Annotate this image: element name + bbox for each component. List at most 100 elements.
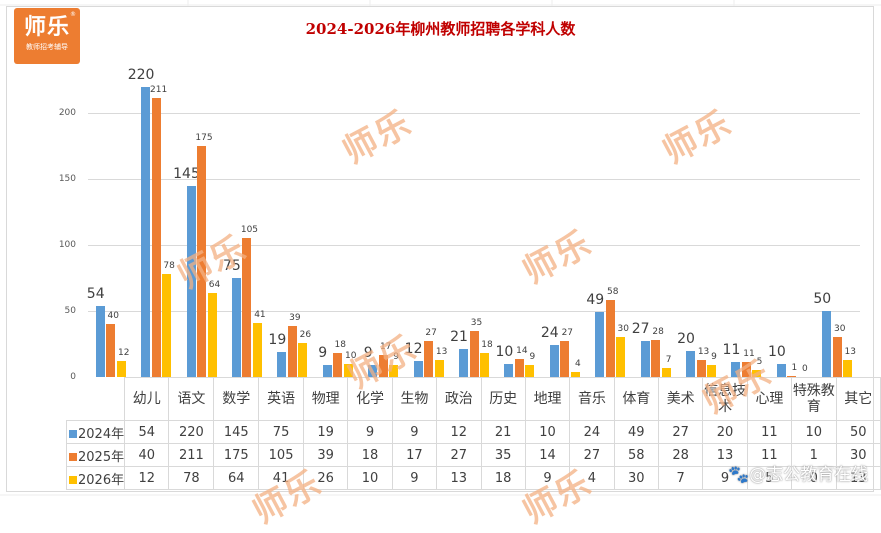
data-label: 40	[107, 311, 119, 322]
y-tick-label: 100	[58, 240, 76, 250]
bar-2024年-信息技术	[686, 350, 696, 377]
legend-key: 2026年	[65, 466, 126, 490]
registered-mark: ®	[70, 11, 76, 18]
category-header: 政治	[436, 377, 482, 421]
table-cell: 35	[480, 443, 526, 467]
data-table: 幼儿 语文 数学 英语 物理 化学 生物 政治 历史 地理 音乐 体育 美术 信息技术心理 特殊教育其它 20…	[65, 377, 881, 490]
data-label: 21	[450, 329, 468, 346]
data-label: 26	[299, 329, 312, 340]
bar-2025年-历史	[469, 330, 479, 377]
logo-text: 师乐	[23, 15, 70, 40]
data-label: 54	[86, 285, 105, 302]
bar-2026年-生物	[389, 365, 399, 377]
table-cell: 10	[347, 466, 393, 490]
data-label: 49	[586, 292, 605, 309]
data-label: 39	[289, 312, 301, 323]
gridline	[88, 179, 860, 180]
data-label: 18	[334, 340, 346, 351]
category-header: 特殊教育	[791, 377, 837, 421]
bar-2025年-化学	[333, 353, 343, 377]
bar-2026年-历史	[480, 353, 489, 377]
category-header: 体育	[613, 377, 660, 421]
data-label: 9	[529, 352, 536, 363]
bar-2026年-信息技术	[707, 365, 717, 377]
gridline	[88, 311, 860, 312]
y-tick-label: 0	[70, 372, 76, 382]
data-label: 175	[195, 133, 213, 143]
bar-2024年-物理	[277, 351, 287, 377]
table-cell: 54	[124, 420, 170, 444]
category-header: 心理	[746, 377, 793, 421]
legend-swatch	[69, 452, 77, 461]
data-label: 5	[756, 357, 763, 368]
bar-2024年-数学	[186, 185, 196, 377]
data-label: 58	[607, 287, 619, 298]
category-header: 生物	[391, 377, 438, 421]
data-label: 30	[617, 324, 629, 335]
table-cell: 105	[258, 443, 304, 467]
table-cell: 27	[436, 443, 482, 467]
data-label: 24	[540, 325, 559, 342]
bar-2025年-物理	[287, 325, 297, 377]
data-label: 0	[802, 364, 808, 374]
source-credit: 🐾@志公教育在线	[728, 465, 869, 485]
bar-2026年-化学	[343, 363, 353, 377]
table-cell: 50	[835, 420, 881, 444]
bar-2026年-体育	[616, 337, 626, 377]
bar-2025年-数学	[197, 146, 207, 377]
bar-2025年-信息技术	[696, 359, 706, 377]
data-label: 9	[711, 352, 717, 363]
table-cell: 145	[213, 420, 260, 444]
table-cell: 10	[524, 420, 571, 444]
table-row: 2026年 12 78 64 41 26 10 9 13 18 9 4 30 7 9 5 0 13	[65, 466, 881, 490]
data-label: 27	[561, 328, 574, 339]
table-row: 2024年 54 220 145 75 19 9 9 12 21 10 24 49 27 20 11 10 50	[65, 420, 881, 444]
category-header: 数学	[213, 377, 260, 421]
data-label: 7	[665, 354, 672, 365]
bar-2024年-体育	[595, 312, 605, 377]
data-label: 35	[470, 317, 483, 328]
bar-2026年-英语	[252, 322, 262, 377]
bar-2025年-英语	[242, 238, 252, 377]
bar-2025年-幼儿	[106, 324, 116, 377]
bar-2024年-特殊教育	[776, 363, 786, 377]
table-cell: 9	[391, 420, 438, 444]
bar-2024年-政治	[413, 361, 423, 377]
legend-key: 2025年	[65, 443, 126, 467]
table-cell: 4	[569, 466, 615, 490]
table-cell: 75	[258, 420, 304, 444]
bar-2026年-音乐	[570, 371, 580, 377]
table-cell: 9	[347, 420, 393, 444]
category-header: 其它	[835, 377, 881, 421]
category-header: 音乐	[569, 377, 615, 421]
bar-2026年-地理	[525, 365, 535, 377]
bar-2024年-英语	[231, 278, 241, 377]
table-cell: 24	[569, 420, 615, 444]
table-row: 2025年 40 211 175 105 39 18 17 27 35 14 27 58 28 13 11 1 3…	[65, 443, 881, 467]
bar-2025年-语文	[151, 98, 161, 377]
data-label: 19	[268, 331, 287, 348]
data-label: 14	[516, 345, 528, 356]
category-header: 地理	[524, 377, 571, 421]
data-label: 75	[223, 258, 241, 274]
table-cell: 17	[391, 443, 438, 467]
category-header: 历史	[480, 377, 526, 421]
table-cell: 78	[168, 466, 215, 490]
table-cell: 39	[302, 443, 349, 467]
category-header: 化学	[347, 377, 393, 421]
data-label: 11	[743, 349, 755, 360]
table-cell: 58	[613, 443, 660, 467]
bar-2025年-体育	[605, 300, 615, 377]
bar-2025年-心理	[741, 362, 751, 377]
bar-2024年-地理	[504, 363, 514, 377]
table-cell: 49	[613, 420, 660, 444]
table-cell: 175	[213, 443, 260, 467]
data-label: 211	[150, 85, 168, 96]
data-label: 13	[844, 346, 857, 357]
brand-logo: ® 师乐 教师招考辅导	[14, 8, 80, 64]
table-corner	[66, 377, 126, 421]
table-cell: 41	[258, 466, 304, 490]
gridline	[88, 245, 860, 246]
data-label: 105	[240, 225, 259, 236]
data-label: 28	[652, 327, 664, 338]
